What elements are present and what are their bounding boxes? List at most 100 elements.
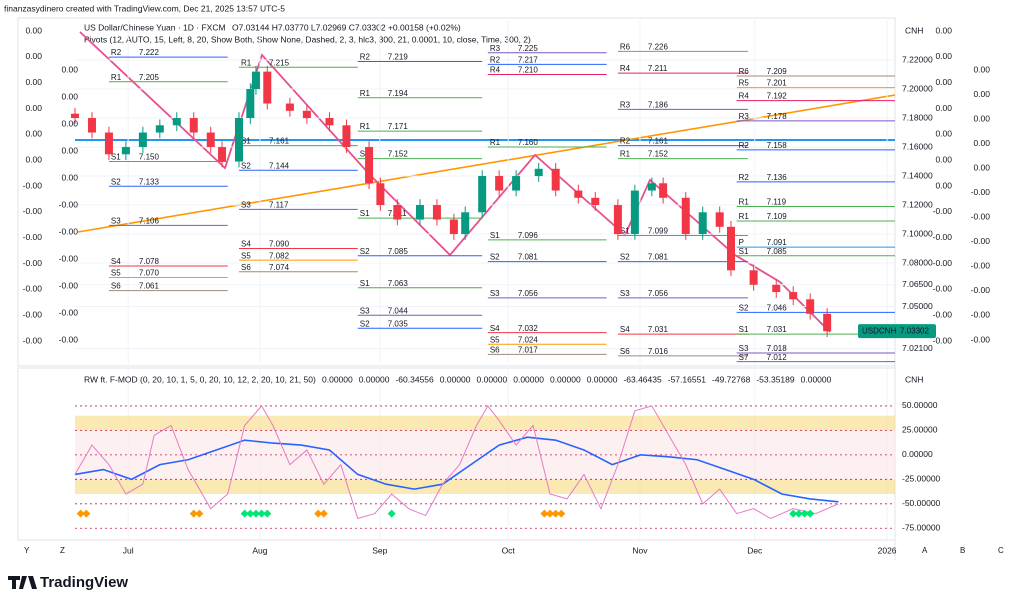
y-tick-label: 7.12000 bbox=[902, 199, 933, 209]
candle-body bbox=[630, 190, 639, 235]
candle-body bbox=[534, 168, 543, 177]
pivot-value: 7.215 bbox=[269, 58, 290, 67]
pivot-value: 7.133 bbox=[139, 177, 160, 186]
symbol: US Dollar/Chinese Yuan · 1D · FXCM bbox=[84, 22, 226, 32]
side-scale-label: -0.00 bbox=[971, 187, 991, 197]
osc-readout: 0.00000 bbox=[477, 374, 508, 384]
side-scale-label: -0.00 bbox=[23, 309, 43, 319]
osc-readout: 0.00000 bbox=[550, 374, 581, 384]
candle-body bbox=[342, 125, 351, 148]
osc-readout: -53.35189 bbox=[756, 374, 795, 384]
candle-body bbox=[138, 132, 147, 148]
pivot-value: 7.081 bbox=[648, 253, 669, 262]
side-scale-label: -0.00 bbox=[23, 335, 43, 345]
pivot-value: 7.085 bbox=[388, 247, 409, 256]
candle-body bbox=[189, 118, 198, 133]
pivot-value: 7.194 bbox=[388, 89, 409, 98]
y-tick-label: 7.10000 bbox=[902, 228, 933, 238]
marker bbox=[319, 509, 328, 518]
pivot-value: 7.109 bbox=[767, 212, 788, 221]
osc-readout: -57.16551 bbox=[668, 374, 707, 384]
pivot-name: S5 bbox=[241, 251, 251, 260]
pivot-name: R2 bbox=[620, 137, 631, 146]
y-tick-label: 50.00000 bbox=[902, 400, 938, 410]
candle-body bbox=[613, 205, 622, 235]
side-scale-label: -0.00 bbox=[933, 335, 953, 345]
pivot-name: S3 bbox=[620, 289, 630, 298]
pivot-name: R1 bbox=[739, 198, 750, 207]
side-scale-label: 0.00 bbox=[25, 129, 42, 139]
osc-readout: 0.00000 bbox=[322, 374, 353, 384]
pivot-name: S1 bbox=[360, 279, 370, 288]
pivot-value: 7.056 bbox=[518, 289, 539, 298]
pivot-value: 7.056 bbox=[648, 289, 669, 298]
pivot-name: S2 bbox=[111, 177, 121, 186]
pivot-value: 7.171 bbox=[388, 122, 409, 131]
pivot-name: S2 bbox=[739, 303, 749, 312]
pivot-value: 7.192 bbox=[767, 92, 788, 101]
pivot-value: 7.161 bbox=[648, 137, 669, 146]
marker bbox=[263, 509, 272, 518]
candle-body bbox=[325, 118, 334, 126]
side-scale-label: 0.00 bbox=[25, 25, 42, 35]
side-scale-label: -0.00 bbox=[59, 307, 79, 317]
pivot-value: 7.017 bbox=[518, 346, 539, 355]
y-tick-label: -25.00000 bbox=[902, 474, 941, 484]
side-scale-label: -0.00 bbox=[23, 180, 43, 190]
candle-body bbox=[285, 103, 294, 111]
side-scale-label: -0.00 bbox=[971, 334, 991, 344]
side-scale-label: -0.00 bbox=[23, 284, 43, 294]
pivot-name: R1 bbox=[241, 58, 252, 67]
pivot-name: R6 bbox=[620, 42, 631, 51]
osc-readout: 0.00000 bbox=[587, 374, 618, 384]
pivot-value: 7.161 bbox=[269, 137, 290, 146]
osc-line bbox=[74, 436, 839, 503]
candle-body bbox=[698, 212, 707, 235]
marker bbox=[540, 509, 549, 518]
candle-body bbox=[449, 219, 458, 235]
pivot-name: S1 bbox=[111, 153, 121, 162]
pivot-value: 7.205 bbox=[139, 73, 160, 82]
side-scale-label: -0.00 bbox=[59, 334, 79, 344]
band bbox=[75, 430, 895, 455]
side-scale-label: -0.00 bbox=[59, 199, 79, 209]
price-tag-symbol: USDCNH bbox=[862, 326, 896, 335]
side-scale-label: -0.00 bbox=[971, 261, 991, 271]
marker bbox=[800, 509, 809, 518]
candle-body bbox=[478, 176, 487, 213]
side-scale-label: 0.00 bbox=[973, 89, 990, 99]
pivot-name: R3 bbox=[490, 44, 501, 53]
pivot-name: S4 bbox=[241, 240, 251, 249]
pivots-legend: Pivots (12, AUTO, 15, Left, 8, 20, Show … bbox=[84, 34, 531, 44]
side-scale-label: 0.00 bbox=[25, 51, 42, 61]
candle-body bbox=[461, 212, 470, 235]
pivot-name: R1 bbox=[360, 122, 371, 131]
y-tick-label: 25.00000 bbox=[902, 425, 938, 435]
pivot-value: 7.211 bbox=[648, 64, 668, 73]
candle-body bbox=[104, 132, 113, 155]
pivot-name: S7 bbox=[739, 353, 749, 362]
side-scale-label: -0.00 bbox=[59, 253, 79, 263]
candle-body bbox=[659, 183, 668, 198]
pivot-value: 7.217 bbox=[518, 55, 539, 64]
price-tag bbox=[858, 324, 936, 339]
side-scale-label: 0.00 bbox=[935, 180, 952, 190]
osc-readout: -60.34556 bbox=[395, 374, 434, 384]
pivot-value: 7.226 bbox=[648, 42, 669, 51]
nav-item: B bbox=[960, 546, 965, 555]
side-scale-label: 0.00 bbox=[61, 118, 78, 128]
x-tick-label: Nov bbox=[632, 545, 648, 555]
pivot-value: 7.099 bbox=[648, 227, 669, 236]
pivot-name: R1 bbox=[620, 150, 631, 159]
candle-body bbox=[251, 71, 260, 90]
side-scale-label: -0.00 bbox=[59, 226, 79, 236]
osc-readout: 0.00000 bbox=[359, 374, 390, 384]
price-tag-value: 7.03302 bbox=[900, 326, 929, 335]
marker bbox=[789, 509, 798, 518]
pivot-name: S6 bbox=[490, 346, 500, 355]
marker bbox=[546, 509, 555, 518]
y-tick-label: 7.22000 bbox=[902, 54, 933, 64]
side-scale-label: 0.00 bbox=[25, 77, 42, 87]
side-scale-label: -0.00 bbox=[933, 284, 953, 294]
candle-body bbox=[823, 313, 832, 332]
